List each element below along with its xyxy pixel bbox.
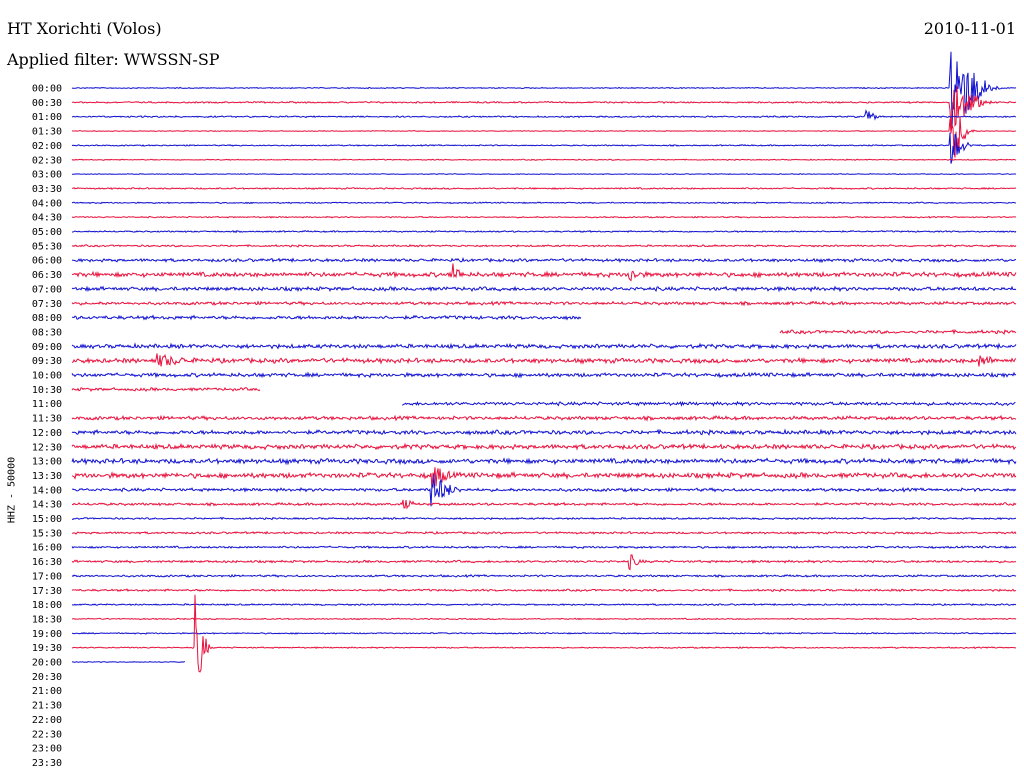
- time-tick-label: 12:00: [32, 428, 62, 439]
- station-title: HT Xorichti (Volos): [7, 19, 162, 38]
- trace-line: [71, 588, 1017, 593]
- trace-line: [71, 158, 1017, 161]
- time-tick-label: 23:30: [32, 758, 62, 769]
- time-tick-label: 12:30: [32, 442, 62, 453]
- trace-line: [71, 467, 1017, 489]
- time-tick-label: 20:00: [32, 658, 62, 669]
- time-tick-label: 14:00: [32, 485, 62, 496]
- trace-line: [402, 400, 1016, 407]
- trace-line: [71, 457, 1017, 466]
- trace-line: [71, 530, 1017, 535]
- trace-line: [71, 244, 1017, 248]
- trace-line: [71, 474, 1017, 507]
- time-tick-label: 03:00: [32, 170, 62, 181]
- date-label: 2010-11-01: [923, 19, 1016, 38]
- trace-line: [71, 263, 1017, 282]
- trace-line: [71, 661, 185, 663]
- time-tick-label: 06:30: [32, 270, 62, 281]
- trace-line: [71, 132, 1017, 164]
- time-tick-label: 10:00: [32, 371, 62, 382]
- trace-line: [71, 300, 1017, 307]
- trace-line: [71, 285, 1017, 293]
- trace-line: [71, 201, 1017, 205]
- trace-line: [71, 414, 1017, 422]
- trace-line: [71, 573, 1017, 578]
- trace-line: [71, 386, 261, 392]
- trace-line: [71, 442, 1017, 451]
- time-tick-label: 05:00: [32, 227, 62, 238]
- trace-line: [71, 186, 1017, 191]
- trace-line: [71, 371, 1017, 379]
- time-tick-label: 23:00: [32, 744, 62, 755]
- filter-label: Applied filter: WWSSN-SP: [7, 50, 220, 69]
- time-tick-label: 18:30: [32, 614, 62, 625]
- time-tick-label: 05:30: [32, 241, 62, 252]
- time-tick-label: 19:30: [32, 643, 62, 654]
- trace-line: [71, 499, 1017, 510]
- trace-line: [71, 51, 1017, 129]
- trace-line: [71, 116, 1017, 158]
- trace-line: [71, 109, 1017, 121]
- time-tick-label: 04:30: [32, 213, 62, 224]
- time-tick-label: 07:00: [32, 284, 62, 295]
- trace-line: [779, 328, 1017, 335]
- time-tick-label: 15:30: [32, 528, 62, 539]
- time-tick-label: 20:30: [32, 672, 62, 683]
- time-tick-label: 13:00: [32, 457, 62, 468]
- trace-line: [71, 215, 1017, 219]
- time-tick-label: 16:00: [32, 543, 62, 554]
- time-tick-label: 02:00: [32, 141, 62, 152]
- trace-line: [71, 594, 1016, 673]
- time-tick-label: 00:30: [32, 98, 62, 109]
- time-tick-label: 17:00: [32, 571, 62, 582]
- trace-line: [71, 173, 1017, 176]
- time-tick-label: 21:30: [32, 701, 62, 712]
- time-tick-label: 10:30: [32, 385, 62, 396]
- time-tick-label: 17:30: [32, 586, 62, 597]
- time-tick-label: 21:00: [32, 686, 62, 697]
- time-tick-label: 06:00: [32, 256, 62, 267]
- trace-line: [71, 631, 1017, 635]
- trace-line: [72, 229, 1017, 234]
- time-tick-label: 22:30: [32, 729, 62, 740]
- trace-line: [71, 314, 582, 321]
- time-tick-label: 13:30: [32, 471, 62, 482]
- time-tick-label: 19:00: [32, 629, 62, 640]
- time-tick-label: 01:00: [32, 112, 62, 123]
- trace-line: [71, 257, 1017, 264]
- time-tick-label: 14:30: [32, 500, 62, 511]
- time-tick-label: 09:30: [32, 356, 62, 367]
- time-tick-label: 11:30: [32, 414, 62, 425]
- time-tick-label: 15:00: [32, 514, 62, 525]
- trace-line: [71, 554, 1016, 571]
- time-tick-label: 16:30: [32, 557, 62, 568]
- time-tick-label: 22:00: [32, 715, 62, 726]
- time-tick-label: 01:30: [32, 127, 62, 138]
- time-tick-label: 00:00: [32, 84, 62, 95]
- trace-line: [71, 428, 1017, 436]
- trace-line: [71, 602, 1017, 607]
- time-tick-label: 03:30: [32, 184, 62, 195]
- time-tick-label: 18:00: [32, 600, 62, 611]
- time-tick-label: 08:30: [32, 327, 62, 338]
- time-tick-label: 09:00: [32, 342, 62, 353]
- trace-line: [71, 86, 1017, 131]
- trace-line: [71, 545, 1017, 550]
- time-tick-label: 11:00: [32, 399, 62, 410]
- time-tick-label: 07:30: [32, 299, 62, 310]
- trace-line: [71, 353, 1017, 367]
- trace-line: [71, 516, 1017, 521]
- time-tick-label: 08:00: [32, 313, 62, 324]
- time-tick-label: 02:30: [32, 155, 62, 166]
- trace-line: [71, 342, 1017, 350]
- trace-line: [71, 617, 1017, 621]
- time-tick-label: 04:00: [32, 198, 62, 209]
